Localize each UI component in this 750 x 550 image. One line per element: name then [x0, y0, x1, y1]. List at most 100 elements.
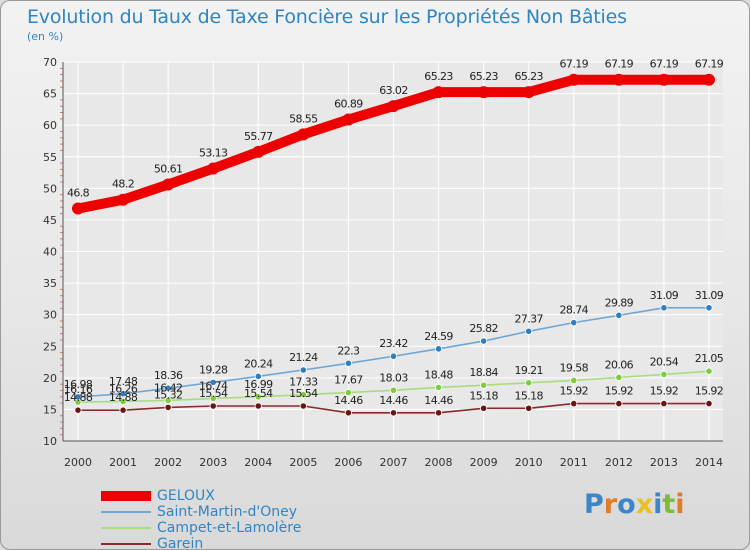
x-tick-label: 2004	[244, 456, 272, 469]
data-label: 23.42	[379, 337, 408, 350]
data-point	[434, 345, 443, 353]
data-label: 16.99	[244, 378, 273, 391]
y-tick-label: 70	[43, 56, 57, 69]
data-point	[434, 383, 443, 392]
x-tick-label: 2002	[154, 456, 182, 469]
legend-label: Garein	[157, 536, 204, 550]
x-tick-label: 2014	[695, 456, 723, 469]
line-chart: 10 15 20 25 30 35 40 45 50 55 60 65 70 2000 2001 2002 20…	[43, 56, 724, 469]
data-point	[299, 402, 307, 410]
data-point	[705, 400, 713, 408]
data-point	[389, 386, 398, 394]
data-point	[117, 193, 130, 206]
chart-unit-label: (en %)	[27, 30, 64, 43]
x-tick-label: 2005	[289, 456, 317, 469]
data-point	[164, 384, 172, 392]
data-label: 16.98	[64, 378, 93, 391]
data-label: 16.26	[109, 382, 138, 395]
y-tick-label: 60	[43, 119, 57, 132]
data-point	[299, 391, 307, 399]
data-label: 14.88	[64, 391, 93, 404]
data-label: 18.48	[424, 368, 453, 381]
data-label: 19.28	[199, 363, 228, 376]
data-point	[612, 73, 625, 86]
y-tick-label: 25	[43, 340, 57, 353]
data-point	[344, 409, 353, 417]
data-label: 27.37	[514, 312, 543, 325]
data-point	[254, 402, 262, 410]
data-point	[570, 400, 578, 408]
data-label: 22.3	[337, 344, 360, 357]
y-tick-label: 55	[43, 151, 57, 164]
data-point	[164, 403, 172, 411]
data-label: 15.92	[695, 385, 724, 398]
data-point	[525, 404, 533, 412]
data-label: 46.8	[67, 187, 90, 200]
data-point	[119, 390, 127, 398]
data-label: 65.23	[514, 70, 543, 83]
data-label: 18.84	[469, 366, 498, 379]
data-label: 67.19	[560, 58, 589, 71]
data-label: 60.89	[334, 98, 363, 111]
data-label: 55.77	[244, 130, 273, 143]
data-label: 17.67	[334, 374, 363, 387]
data-point	[74, 393, 82, 401]
data-point	[705, 367, 713, 375]
data-label: 18.36	[154, 369, 183, 382]
data-point	[389, 352, 398, 360]
data-point	[342, 113, 355, 126]
y-tick-label: 20	[43, 372, 57, 385]
data-point	[657, 73, 670, 86]
data-point	[660, 304, 668, 312]
data-point	[207, 162, 220, 175]
data-label: 48.2	[112, 178, 134, 191]
data-point	[297, 128, 310, 141]
y-tick-label: 40	[43, 246, 57, 259]
data-label: 16.16	[64, 383, 93, 396]
data-label: 14.46	[424, 394, 453, 407]
data-point	[119, 397, 127, 406]
data-label: 67.19	[650, 58, 679, 71]
data-label: 20.24	[244, 357, 273, 370]
data-point	[525, 379, 533, 387]
data-point	[615, 373, 623, 382]
chart-title: Evolution du Taux de Taxe Foncière sur l…	[27, 6, 627, 28]
data-point	[525, 327, 533, 335]
y-tick-label: 30	[43, 309, 57, 322]
x-tick-label: 2011	[560, 456, 588, 469]
data-point	[209, 402, 217, 410]
legend-swatch	[101, 543, 151, 545]
data-label: 19.21	[514, 364, 543, 377]
x-tick-label: 2013	[650, 456, 678, 469]
data-label: 21.24	[289, 351, 318, 364]
data-label: 15.18	[514, 389, 543, 402]
data-label: 15.92	[560, 385, 589, 398]
x-tick-label: 2010	[515, 456, 543, 469]
legend-swatch	[101, 511, 151, 513]
data-point	[480, 404, 488, 412]
data-label: 20.54	[650, 355, 679, 368]
y-tick-label: 50	[43, 182, 57, 195]
data-label: 29.89	[605, 296, 634, 309]
data-label: 28.74	[560, 304, 589, 317]
data-point	[344, 359, 353, 367]
x-tick-label: 2001	[109, 456, 137, 469]
data-label: 16.42	[154, 381, 183, 394]
data-label: 20.06	[605, 358, 634, 371]
data-label: 15.54	[244, 387, 273, 400]
data-label: 15.32	[154, 388, 183, 401]
data-label: 58.55	[289, 112, 318, 125]
data-point	[209, 378, 217, 386]
x-tick-label: 2012	[605, 456, 633, 469]
data-label: 15.54	[289, 387, 318, 400]
data-label: 31.09	[650, 289, 679, 302]
data-point	[660, 400, 668, 408]
data-point	[74, 406, 82, 414]
data-label: 21.05	[695, 352, 724, 365]
y-tick-label: 35	[43, 277, 57, 290]
x-tick-label: 2006	[334, 456, 362, 469]
data-point	[389, 409, 398, 417]
y-tick-label: 45	[43, 214, 57, 227]
data-point	[164, 396, 172, 405]
